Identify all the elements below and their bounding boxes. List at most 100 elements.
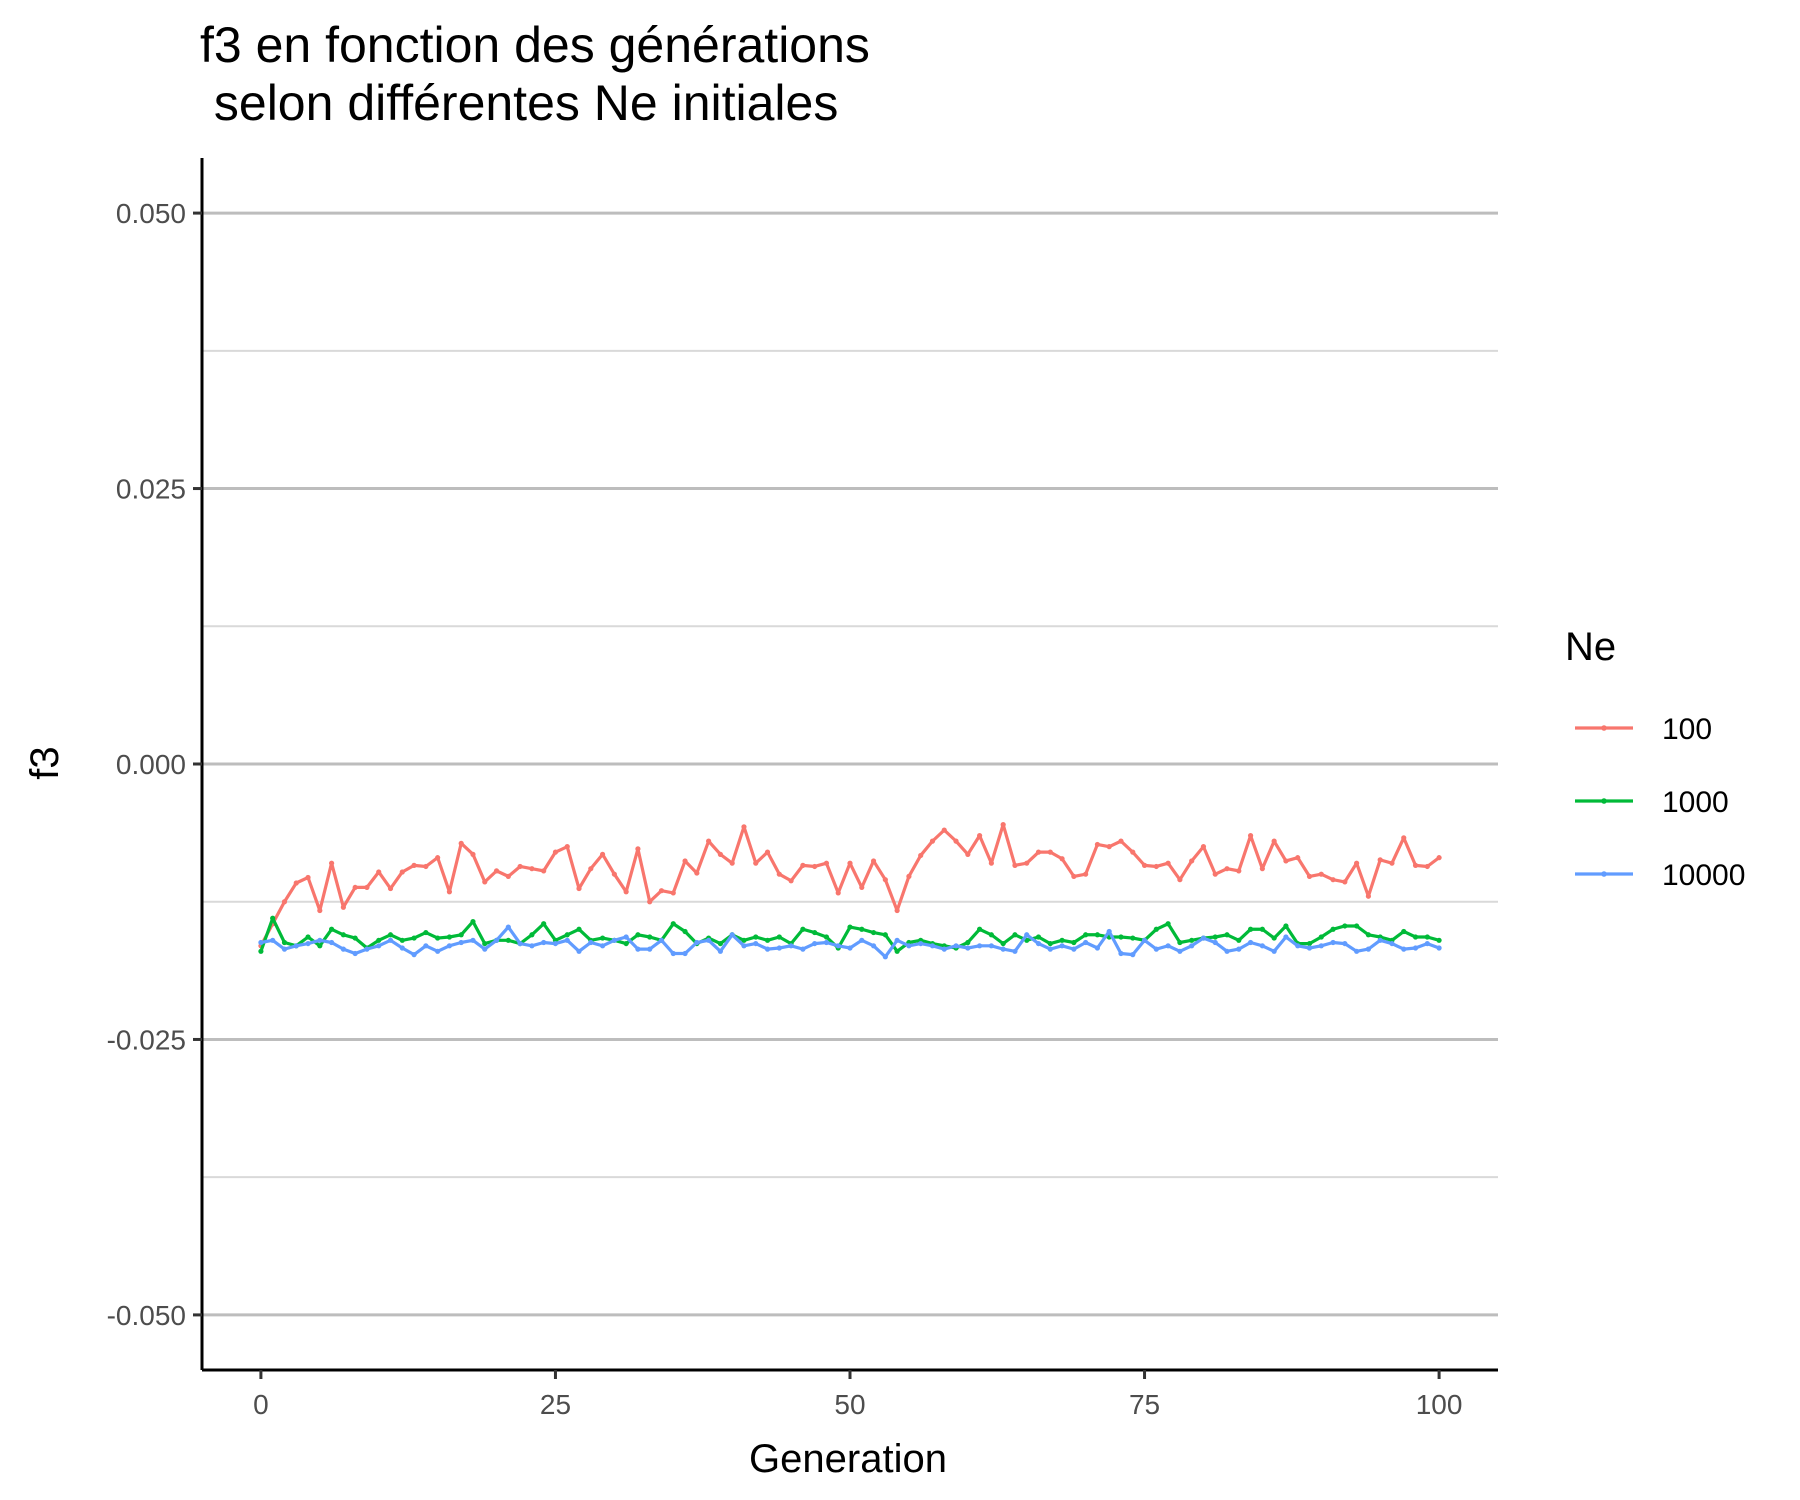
data-point-100	[882, 877, 888, 883]
data-point-100	[1412, 862, 1419, 868]
x-tick-label: 100	[1416, 1389, 1463, 1420]
data-point-1000	[717, 940, 724, 947]
data-point-100	[623, 889, 629, 895]
data-point-10000	[458, 939, 464, 946]
data-point-100	[552, 849, 559, 855]
data-point-100	[1165, 860, 1171, 866]
data-point-1000	[482, 940, 488, 947]
data-point-100	[1200, 844, 1207, 850]
data-point-1000	[1153, 926, 1159, 932]
axes	[193, 158, 1498, 1379]
data-point-1000	[340, 932, 346, 938]
data-point-10000	[317, 937, 323, 943]
data-point-1000	[1342, 923, 1348, 929]
data-point-10000	[1212, 939, 1218, 946]
data-point-100	[694, 870, 700, 876]
data-point-100	[941, 827, 947, 833]
data-point-100	[340, 904, 346, 910]
data-point-1000	[988, 932, 994, 938]
data-point-1000	[529, 932, 535, 938]
data-point-100	[658, 888, 665, 894]
data-point-100	[977, 833, 983, 839]
data-point-1000	[458, 932, 464, 938]
data-point-100	[281, 899, 288, 905]
data-point-10000	[482, 946, 488, 952]
data-point-100	[399, 869, 405, 875]
data-point-1000	[1165, 921, 1171, 927]
data-point-10000	[588, 939, 594, 946]
data-point-10000	[599, 943, 606, 949]
data-point-100	[1130, 849, 1136, 855]
data-point-100	[753, 860, 759, 866]
data-point-100	[564, 844, 570, 850]
data-point-10000	[788, 943, 794, 949]
data-point-10000	[564, 937, 570, 943]
data-point-100	[1118, 838, 1124, 844]
data-point-1000	[1012, 932, 1018, 938]
data-point-10000	[1306, 945, 1313, 951]
data-point-100	[1283, 858, 1289, 864]
data-point-10000	[1177, 948, 1183, 954]
data-point-10000	[446, 943, 453, 949]
data-point-100	[741, 824, 747, 830]
data-point-10000	[493, 937, 500, 943]
data-point-10000	[293, 943, 299, 949]
data-point-1000	[635, 932, 641, 938]
data-point-10000	[823, 939, 830, 946]
data-point-100	[493, 868, 500, 874]
data-point-10000	[1083, 939, 1089, 946]
data-point-1000	[800, 926, 806, 932]
x-tick-label: 75	[1129, 1389, 1160, 1420]
data-point-1000	[599, 935, 606, 941]
data-point-10000	[835, 943, 841, 949]
tick-labels: 0.050 0.025 0.000 -0.025 -0.050 0 25 50 75 100	[107, 198, 1463, 1420]
data-point-100	[823, 860, 830, 866]
data-point-100	[1153, 863, 1159, 870]
data-point-100	[317, 907, 323, 914]
data-point-1000	[281, 939, 288, 946]
y-tick-label: 0.050	[116, 198, 186, 229]
legend-label-1000: 1000	[1662, 786, 1729, 819]
data-point-10000	[305, 940, 311, 947]
data-point-1000	[1094, 932, 1101, 938]
data-point-100	[918, 852, 924, 859]
data-point-1000	[977, 926, 983, 932]
data-point-100	[423, 863, 429, 870]
y-tick-label: -0.025	[107, 1024, 186, 1055]
data-point-100	[965, 851, 971, 857]
data-point-10000	[635, 946, 641, 952]
data-point-10000	[882, 954, 888, 960]
data-point-10000	[918, 940, 924, 947]
data-point-100	[682, 858, 688, 864]
data-point-10000	[953, 943, 959, 949]
data-point-100	[1295, 855, 1301, 861]
data-point-100	[1224, 866, 1230, 872]
data-point-10000	[894, 937, 900, 943]
data-point-100	[706, 838, 712, 844]
data-point-10000	[623, 934, 629, 940]
x-tick-label: 0	[253, 1389, 269, 1420]
data-point-100	[1012, 862, 1018, 868]
data-point-100	[764, 849, 771, 855]
data-point-100	[446, 889, 453, 895]
data-point-1000	[305, 934, 311, 940]
data-point-10000	[517, 940, 523, 947]
data-point-10000	[352, 950, 358, 957]
x-axis-title: Generation	[749, 1437, 947, 1481]
data-point-10000	[670, 950, 676, 957]
data-point-1000	[623, 940, 629, 947]
data-point-10000	[1283, 934, 1289, 940]
data-point-1000	[847, 924, 853, 930]
data-point-10000	[1354, 948, 1360, 954]
y-tick-label: 0.025	[116, 474, 186, 505]
data-point-1000	[1330, 926, 1336, 932]
data-point-10000	[1389, 940, 1395, 947]
data-point-100	[788, 878, 794, 884]
data-point-100	[729, 860, 735, 866]
data-point-100	[635, 846, 641, 852]
data-point-10000	[1047, 946, 1053, 952]
data-point-10000	[258, 939, 264, 946]
legend-key-point-100	[1601, 725, 1607, 731]
data-point-10000	[941, 946, 947, 952]
